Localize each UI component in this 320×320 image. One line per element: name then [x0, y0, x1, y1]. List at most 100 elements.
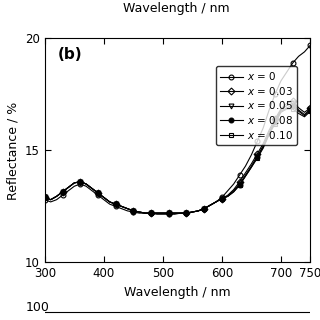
- $x$ = 0.05: [261, 144, 265, 148]
- $x$ = 0.03: [167, 211, 171, 215]
- $x$ = 0.05: [297, 108, 300, 112]
- $x$ = 0.10: [303, 115, 307, 119]
- $x$ = 0.03: [60, 190, 64, 194]
- $x$ = 0.10: [202, 207, 206, 211]
- $x$ = 0.05: [185, 211, 188, 215]
- $x$ = 0.08: [120, 204, 124, 208]
- $x$ = 0.08: [185, 211, 188, 215]
- $x$ = 0.03: [303, 110, 307, 114]
- $x$ = 0.08: [78, 180, 82, 184]
- $x$ = 0.03: [308, 106, 312, 110]
- $x$ = 0.05: [125, 207, 129, 211]
- $x$ = 0.10: [285, 107, 289, 111]
- $x$ = 0.03: [161, 211, 165, 215]
- $x$ = 0.05: [161, 211, 165, 215]
- $x$ = 0.10: [238, 183, 242, 187]
- $x$ = 0.03: [120, 204, 124, 208]
- $x$ = 0.08: [102, 196, 106, 199]
- $x$ = 0: [108, 202, 112, 206]
- $x$ = 0.03: [49, 198, 52, 202]
- $x$ = 0.05: [179, 211, 182, 215]
- $x$ = 0.10: [267, 133, 271, 137]
- $x$ = 0.08: [67, 186, 70, 189]
- $x$ = 0.08: [49, 198, 52, 202]
- Line: $x$ = 0.05: $x$ = 0.05: [42, 101, 313, 216]
- $x$ = 0.10: [125, 207, 129, 211]
- $x$ = 0.10: [244, 174, 247, 178]
- Text: (b): (b): [58, 47, 83, 62]
- $x$ = 0.08: [72, 181, 76, 185]
- $x$ = 0: [308, 43, 312, 47]
- $x$ = 0.05: [173, 211, 177, 215]
- $x$ = 0.05: [55, 194, 59, 198]
- $x$ = 0: [279, 79, 283, 83]
- $x$ = 0: [132, 210, 135, 214]
- Legend: $x$ = 0, $x$ = 0.03, $x$ = 0.05, $x$ = 0.08, $x$ = 0.10: $x$ = 0, $x$ = 0.03, $x$ = 0.05, $x$ = 0…: [216, 66, 297, 145]
- $x$ = 0: [49, 200, 52, 204]
- $x$ = 0.10: [78, 180, 82, 184]
- $x$ = 0.08: [161, 211, 165, 215]
- $x$ = 0: [114, 204, 117, 208]
- $x$ = 0.05: [72, 181, 76, 185]
- $x$ = 0.05: [244, 173, 247, 177]
- $x$ = 0.08: [291, 104, 295, 108]
- $x$ = 0.03: [190, 210, 194, 214]
- $x$ = 0.10: [155, 211, 159, 215]
- $x$ = 0: [244, 164, 247, 168]
- $x$ = 0.10: [255, 156, 259, 160]
- $x$ = 0.10: [161, 211, 165, 215]
- $x$ = 0.08: [273, 120, 277, 124]
- $x$ = 0.05: [84, 182, 88, 186]
- $x$ = 0.03: [297, 106, 300, 110]
- $x$ = 0.10: [60, 190, 64, 194]
- $x$ = 0.08: [255, 155, 259, 159]
- $x$ = 0.05: [155, 211, 159, 215]
- $x$ = 0.08: [96, 191, 100, 195]
- $x$ = 0.03: [226, 193, 230, 197]
- $x$ = 0.08: [297, 109, 300, 113]
- $x$ = 0.05: [208, 204, 212, 207]
- $x$ = 0.03: [90, 187, 94, 190]
- $x$ = 0.03: [232, 188, 236, 191]
- $x$ = 0.10: [250, 165, 253, 169]
- $x$ = 0.03: [285, 101, 289, 105]
- $x$ = 0: [43, 198, 47, 202]
- $x$ = 0.10: [90, 187, 94, 190]
- $x$ = 0.03: [78, 180, 82, 184]
- $x$ = 0.08: [267, 132, 271, 136]
- $x$ = 0.03: [125, 207, 129, 211]
- $x$ = 0.10: [291, 107, 295, 111]
- $x$ = 0: [173, 212, 177, 216]
- $x$ = 0: [67, 189, 70, 193]
- $x$ = 0.05: [303, 113, 307, 116]
- $x$ = 0: [202, 207, 206, 211]
- $x$ = 0.05: [202, 207, 206, 211]
- $x$ = 0.08: [125, 207, 129, 211]
- $x$ = 0.10: [55, 194, 59, 198]
- $x$ = 0.03: [208, 204, 212, 207]
- Line: $x$ = 0.03: $x$ = 0.03: [42, 99, 313, 216]
- $x$ = 0.08: [279, 109, 283, 113]
- $x$ = 0.05: [90, 187, 94, 190]
- $x$ = 0: [214, 200, 218, 204]
- $x$ = 0.08: [114, 202, 117, 206]
- $x$ = 0.08: [60, 190, 64, 194]
- $x$ = 0.03: [132, 209, 135, 213]
- $x$ = 0: [102, 198, 106, 202]
- $x$ = 0.05: [143, 211, 147, 215]
- X-axis label: Wavelength / nm: Wavelength / nm: [124, 286, 231, 299]
- $x$ = 0.05: [120, 204, 124, 208]
- $x$ = 0.10: [137, 210, 141, 214]
- $x$ = 0.10: [208, 204, 212, 207]
- $x$ = 0.03: [202, 207, 206, 211]
- $x$ = 0.10: [132, 209, 135, 213]
- $x$ = 0.10: [149, 211, 153, 215]
- $x$ = 0: [96, 193, 100, 197]
- $x$ = 0.08: [214, 200, 218, 204]
- $x$ = 0.05: [267, 131, 271, 134]
- $x$ = 0.08: [303, 114, 307, 117]
- $x$ = 0: [297, 54, 300, 58]
- $x$ = 0.05: [108, 200, 112, 204]
- $x$ = 0: [125, 209, 129, 213]
- $x$ = 0.05: [291, 101, 295, 105]
